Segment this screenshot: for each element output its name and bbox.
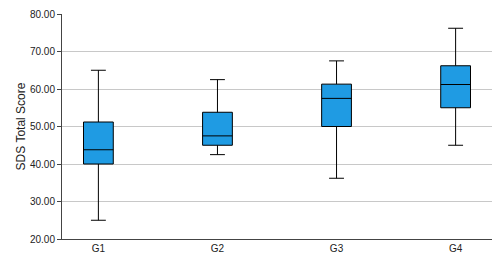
svg-text:SDS Total Score: SDS Total Score [14, 82, 28, 170]
svg-text:60.00: 60.00 [30, 84, 55, 95]
svg-text:50.00: 50.00 [30, 121, 55, 132]
svg-text:G2: G2 [211, 243, 225, 254]
svg-text:20.00: 20.00 [30, 234, 55, 245]
svg-text:70.00: 70.00 [30, 46, 55, 57]
svg-text:G4: G4 [449, 243, 463, 254]
svg-text:30.00: 30.00 [30, 196, 55, 207]
svg-text:G3: G3 [330, 243, 344, 254]
svg-text:40.00: 40.00 [30, 159, 55, 170]
svg-text:80.00: 80.00 [30, 9, 55, 20]
svg-text:G1: G1 [92, 243, 106, 254]
